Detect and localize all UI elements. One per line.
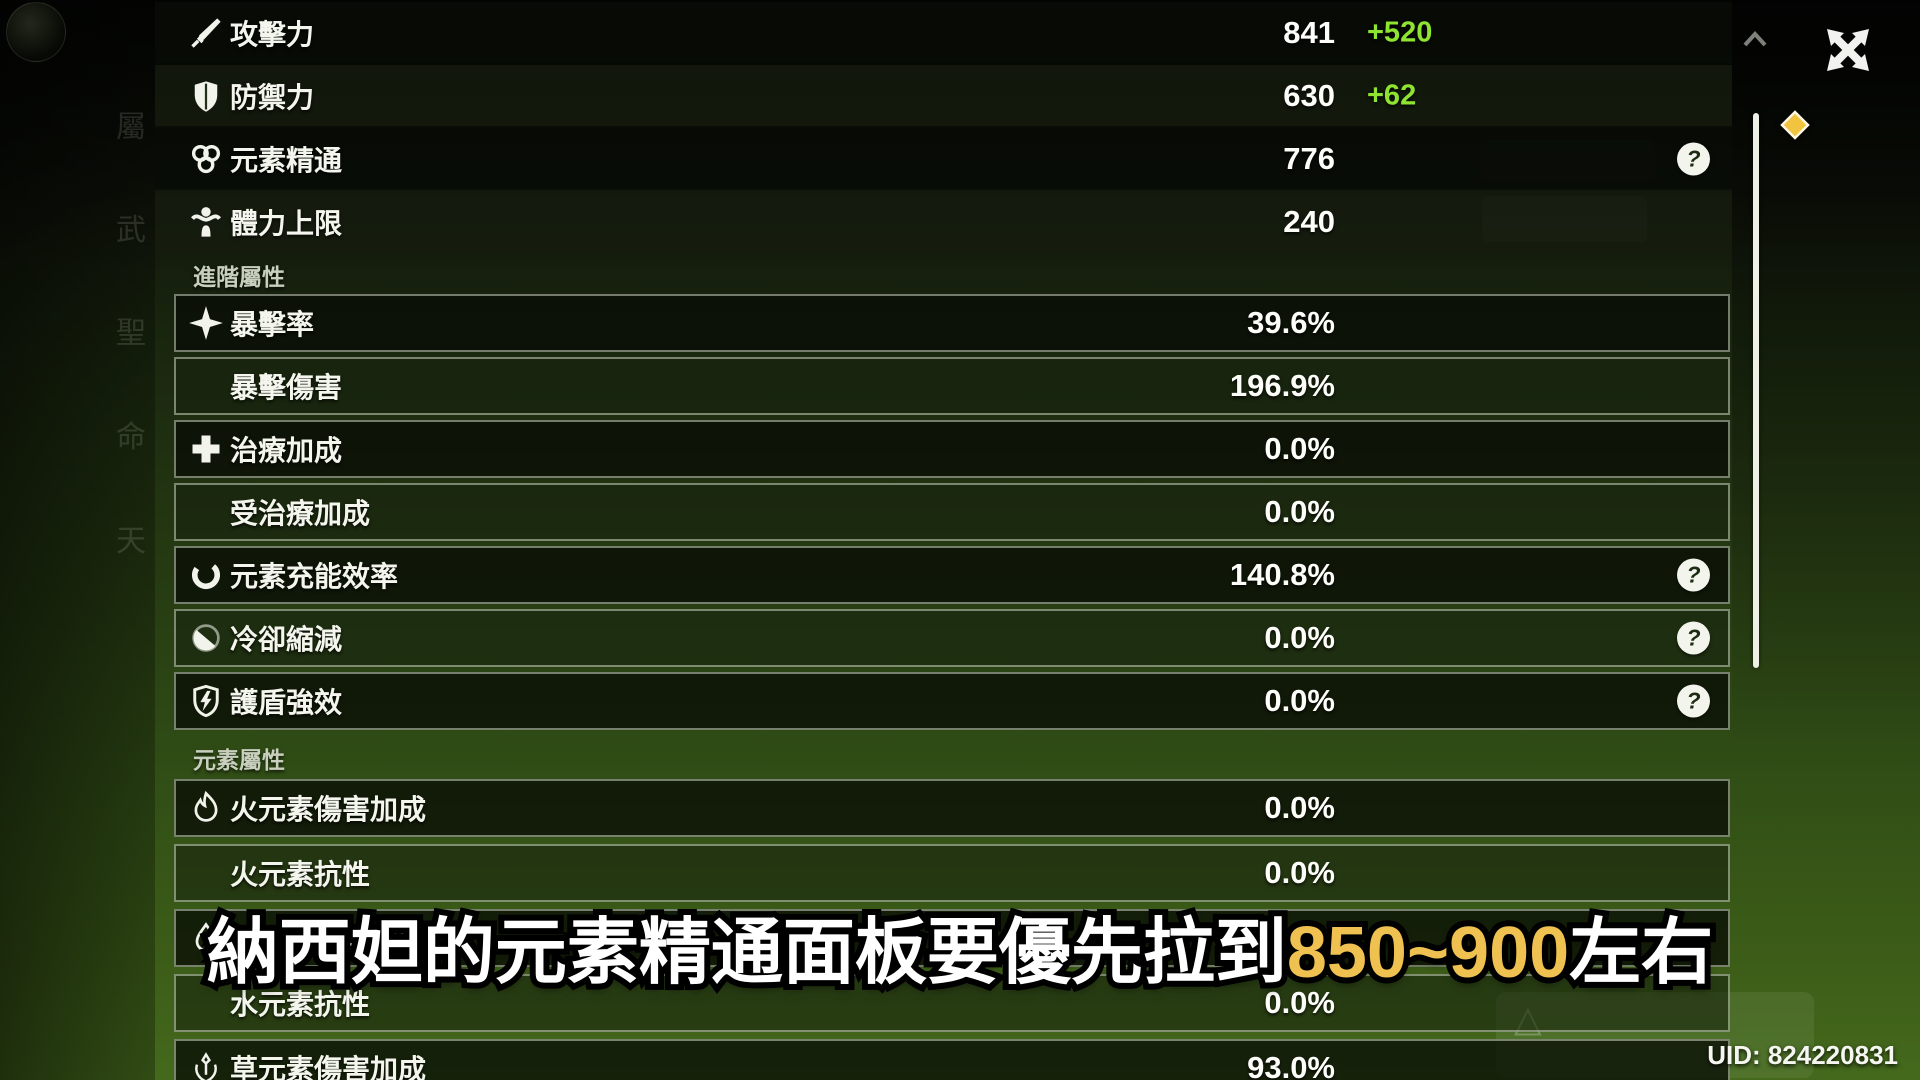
stat-label: 受治療加成 [230, 498, 371, 529]
stat-value: 776 [1283, 140, 1335, 176]
subtitle-highlight: 850~900 [1286, 913, 1570, 993]
stat-row-incoming-healing: 受治療加成 0.0% [174, 483, 1730, 541]
uid-label: UID: 824220831 [1707, 1040, 1898, 1070]
stat-label: 水元素抗性 [230, 989, 371, 1020]
stat-row-energy-recharge: 元素充能效率 140.8% ? [174, 546, 1730, 604]
help-icon[interactable]: ? [1677, 142, 1710, 175]
stat-value: 0.0% [1264, 985, 1335, 1020]
stat-label: 火元素傷害加成 [230, 794, 427, 825]
stat-label: 暴擊傷害 [230, 372, 343, 403]
stat-label: 攻擊力 [230, 18, 315, 50]
background-menu-glyph: 聖 [116, 317, 146, 350]
stat-label: 草元素傷害加成 [230, 1054, 427, 1080]
stamina-icon [188, 204, 224, 240]
stat-row-hydro-res: 水元素抗性 0.0% [174, 974, 1730, 1032]
section-title-elemental: 元素屬性 [193, 747, 285, 773]
section-title-advanced: 進階屬性 [193, 264, 285, 290]
stat-label: 體力上限 [230, 207, 343, 239]
background-menu-glyph: 屬 [116, 111, 146, 144]
background-menu-glyph: 命 [116, 421, 146, 454]
stat-row-dendro-dmg: 草元素傷害加成 93.0% [174, 1039, 1730, 1080]
shield-icon [188, 78, 224, 114]
stat-value: 0.0% [1264, 683, 1335, 718]
stat-row-healing-bonus: 治療加成 0.0% [174, 420, 1730, 478]
help-icon[interactable]: ? [1677, 558, 1710, 592]
stat-value: 39.6% [1247, 305, 1335, 340]
cursor-diamond-icon [1780, 110, 1810, 140]
stat-value: 0.0% [1264, 620, 1335, 655]
video-subtitle: 納西妲的元素精通面板要優先拉到850~900左右 納西妲的元素精通面板要優先拉到… [0, 900, 1920, 1012]
energy-recharge-icon [188, 557, 224, 593]
stat-row-crit-rate: 暴擊率 39.6% [174, 294, 1730, 352]
stat-label: 水元素傷害加成 [230, 924, 427, 955]
stat-label: 護盾強效 [230, 687, 343, 718]
right-shade [1732, 0, 1920, 1080]
stat-value: 0.0% [1264, 494, 1335, 529]
stat-row-pyro-res: 火元素抗性 0.0% [174, 844, 1730, 902]
stat-bonus: +62 [1367, 79, 1417, 111]
advanced-stats-group: 暴擊率 39.6% 暴擊傷害 196.9% 治療加成 0.0% 受治療加成 0.… [155, 294, 1732, 735]
stat-row-crit-dmg: 暴擊傷害 196.9% [174, 357, 1730, 415]
help-icon[interactable]: ? [1677, 684, 1710, 718]
subtitle-post: 左右 [1569, 913, 1714, 993]
crit-rate-icon [188, 305, 224, 341]
sword-icon [188, 15, 224, 51]
stat-value: 93.0% [1247, 1050, 1335, 1080]
stat-value: 630 [1283, 77, 1335, 113]
shield-strength-icon [188, 683, 224, 719]
background-menu: 屬 武 聖 命 天 [116, 0, 160, 1080]
background-emblem [6, 2, 66, 62]
subtitle-outline-layer: 納西妲的元素精通面板要優先拉到850~900左右 [201, 907, 1719, 999]
stat-value: 0.0% [1264, 855, 1335, 890]
stat-label: 治療加成 [230, 435, 343, 466]
scrollbar-thumb[interactable] [1753, 113, 1759, 668]
stat-row-shield-strength: 護盾強效 0.0% ? [174, 672, 1730, 730]
stat-label: 暴擊率 [230, 309, 315, 340]
stat-label: 元素充能效率 [230, 561, 399, 592]
stat-label: 防禦力 [230, 81, 315, 113]
stat-label: 冷卻縮減 [230, 624, 343, 655]
left-shade [0, 0, 155, 1080]
hydro-icon [188, 920, 224, 956]
stats-panel: 攻擊力 841 +520 防禦力 630 +62 元素精通 776 ? [155, 0, 1732, 1080]
basic-stats-group: 攻擊力 841 +520 防禦力 630 +62 元素精通 776 ? [155, 2, 1732, 254]
stat-row-em: 元素精通 776 ? [155, 128, 1732, 189]
healing-bonus-icon [188, 431, 224, 467]
scroll-up-arrow[interactable] [1742, 30, 1768, 53]
stat-value: 196.9% [1229, 368, 1335, 403]
background-menu-glyph: 天 [116, 525, 146, 558]
stat-row-atk: 攻擊力 841 +520 [155, 2, 1732, 63]
stat-row-stamina: 體力上限 240 [155, 191, 1732, 252]
stat-row-pyro-dmg: 火元素傷害加成 0.0% [174, 779, 1730, 837]
elemental-stats-group: 火元素傷害加成 0.0% 火元素抗性 0.0% 水元素傷害加成 0.0% 水元素… [155, 779, 1732, 1080]
background-menu-glyph: 武 [116, 214, 146, 247]
stat-value: 0.0% [1264, 790, 1335, 825]
cooldown-icon [188, 620, 224, 656]
stat-row-hydro-dmg: 水元素傷害加成 0.0% [174, 909, 1730, 967]
dendro-icon [188, 1050, 224, 1080]
stat-label: 火元素抗性 [230, 859, 371, 890]
stat-row-cooldown-reduction: 冷卻縮減 0.0% ? [174, 609, 1730, 667]
subtitle-pre: 納西妲的元素精通面板要優先拉到 [206, 913, 1287, 993]
stat-value: 841 [1283, 14, 1335, 50]
stat-value: 0.0% [1264, 920, 1335, 955]
close-icon[interactable] [1822, 24, 1874, 76]
elemental-mastery-icon [188, 141, 224, 177]
stat-value: 240 [1283, 203, 1335, 239]
help-icon[interactable]: ? [1677, 621, 1710, 655]
stat-label: 元素精通 [230, 144, 343, 176]
pyro-icon [188, 790, 224, 826]
stat-row-def: 防禦力 630 +62 [155, 65, 1732, 126]
stat-value: 0.0% [1264, 431, 1335, 466]
stat-value: 140.8% [1229, 557, 1335, 592]
stat-bonus: +520 [1367, 16, 1433, 48]
subtitle-text-layer: 納西妲的元素精通面板要優先拉到850~900左右 [0, 900, 1920, 1006]
